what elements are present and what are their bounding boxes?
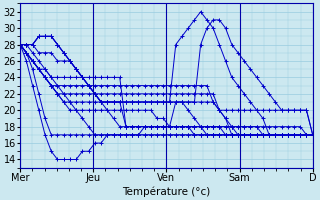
X-axis label: Température (°c): Température (°c) bbox=[122, 186, 211, 197]
